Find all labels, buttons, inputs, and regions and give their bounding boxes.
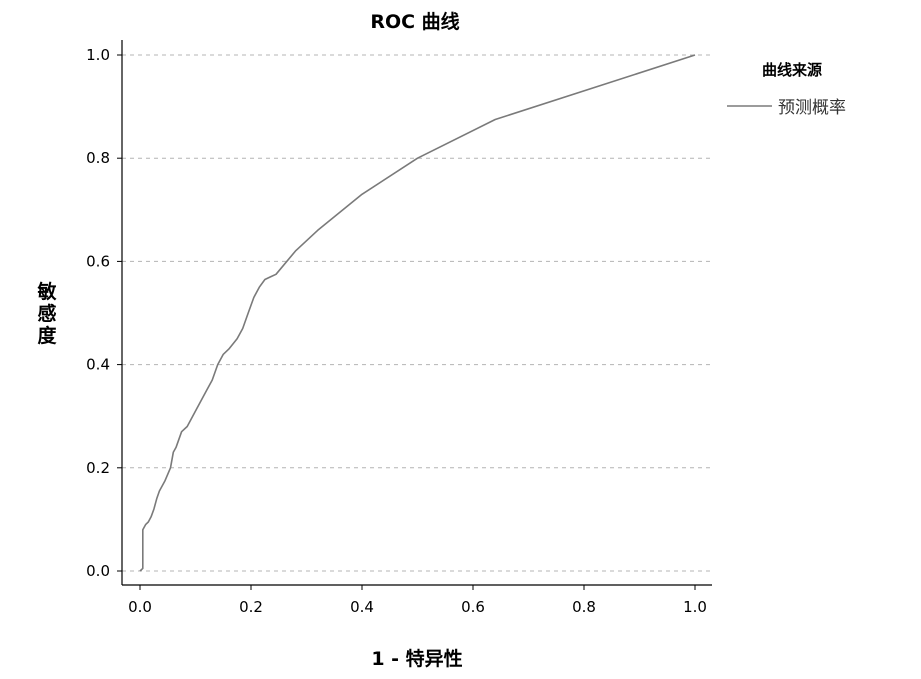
series-line-0 bbox=[139, 54, 696, 572]
gridlines bbox=[122, 54, 712, 572]
y-axis-label-char: 感 bbox=[37, 302, 56, 325]
x-axis-label: 1 - 特异性 bbox=[371, 647, 462, 670]
y-tick-label: 0.4 bbox=[86, 356, 110, 374]
legend-title: 曲线来源 bbox=[762, 61, 822, 79]
y-axis-label-char: 敏 bbox=[36, 280, 56, 303]
series-lines bbox=[139, 54, 696, 572]
x-axis-ticks: 0.0 0.2 0.4 0.6 0.8 1.0 bbox=[128, 585, 707, 616]
axes bbox=[121, 40, 712, 586]
y-tick-label: 0.0 bbox=[86, 562, 110, 580]
y-axis-ticks: 0.0 0.2 0.4 0.6 0.8 1.0 bbox=[86, 46, 122, 580]
y-axis-label-char: 度 bbox=[37, 324, 57, 347]
y-tick-label: 0.6 bbox=[86, 252, 110, 270]
y-tick-label: 1.0 bbox=[86, 46, 110, 64]
chart-title: ROC 曲线 bbox=[370, 10, 459, 33]
x-tick-label: 0.8 bbox=[572, 598, 596, 616]
x-tick-label: 0.2 bbox=[239, 598, 263, 616]
legend: 曲线来源 预测概率 bbox=[727, 61, 846, 118]
y-axis-label: 敏感度 bbox=[36, 280, 57, 347]
x-tick-label: 1.0 bbox=[683, 598, 707, 616]
x-tick-label: 0.6 bbox=[461, 598, 485, 616]
y-tick-label: 0.2 bbox=[86, 459, 110, 477]
x-tick-label: 0.0 bbox=[128, 598, 152, 616]
x-tick-label: 0.4 bbox=[350, 598, 374, 616]
legend-entry: 预测概率 bbox=[778, 98, 846, 118]
y-tick-label: 0.8 bbox=[86, 149, 110, 167]
